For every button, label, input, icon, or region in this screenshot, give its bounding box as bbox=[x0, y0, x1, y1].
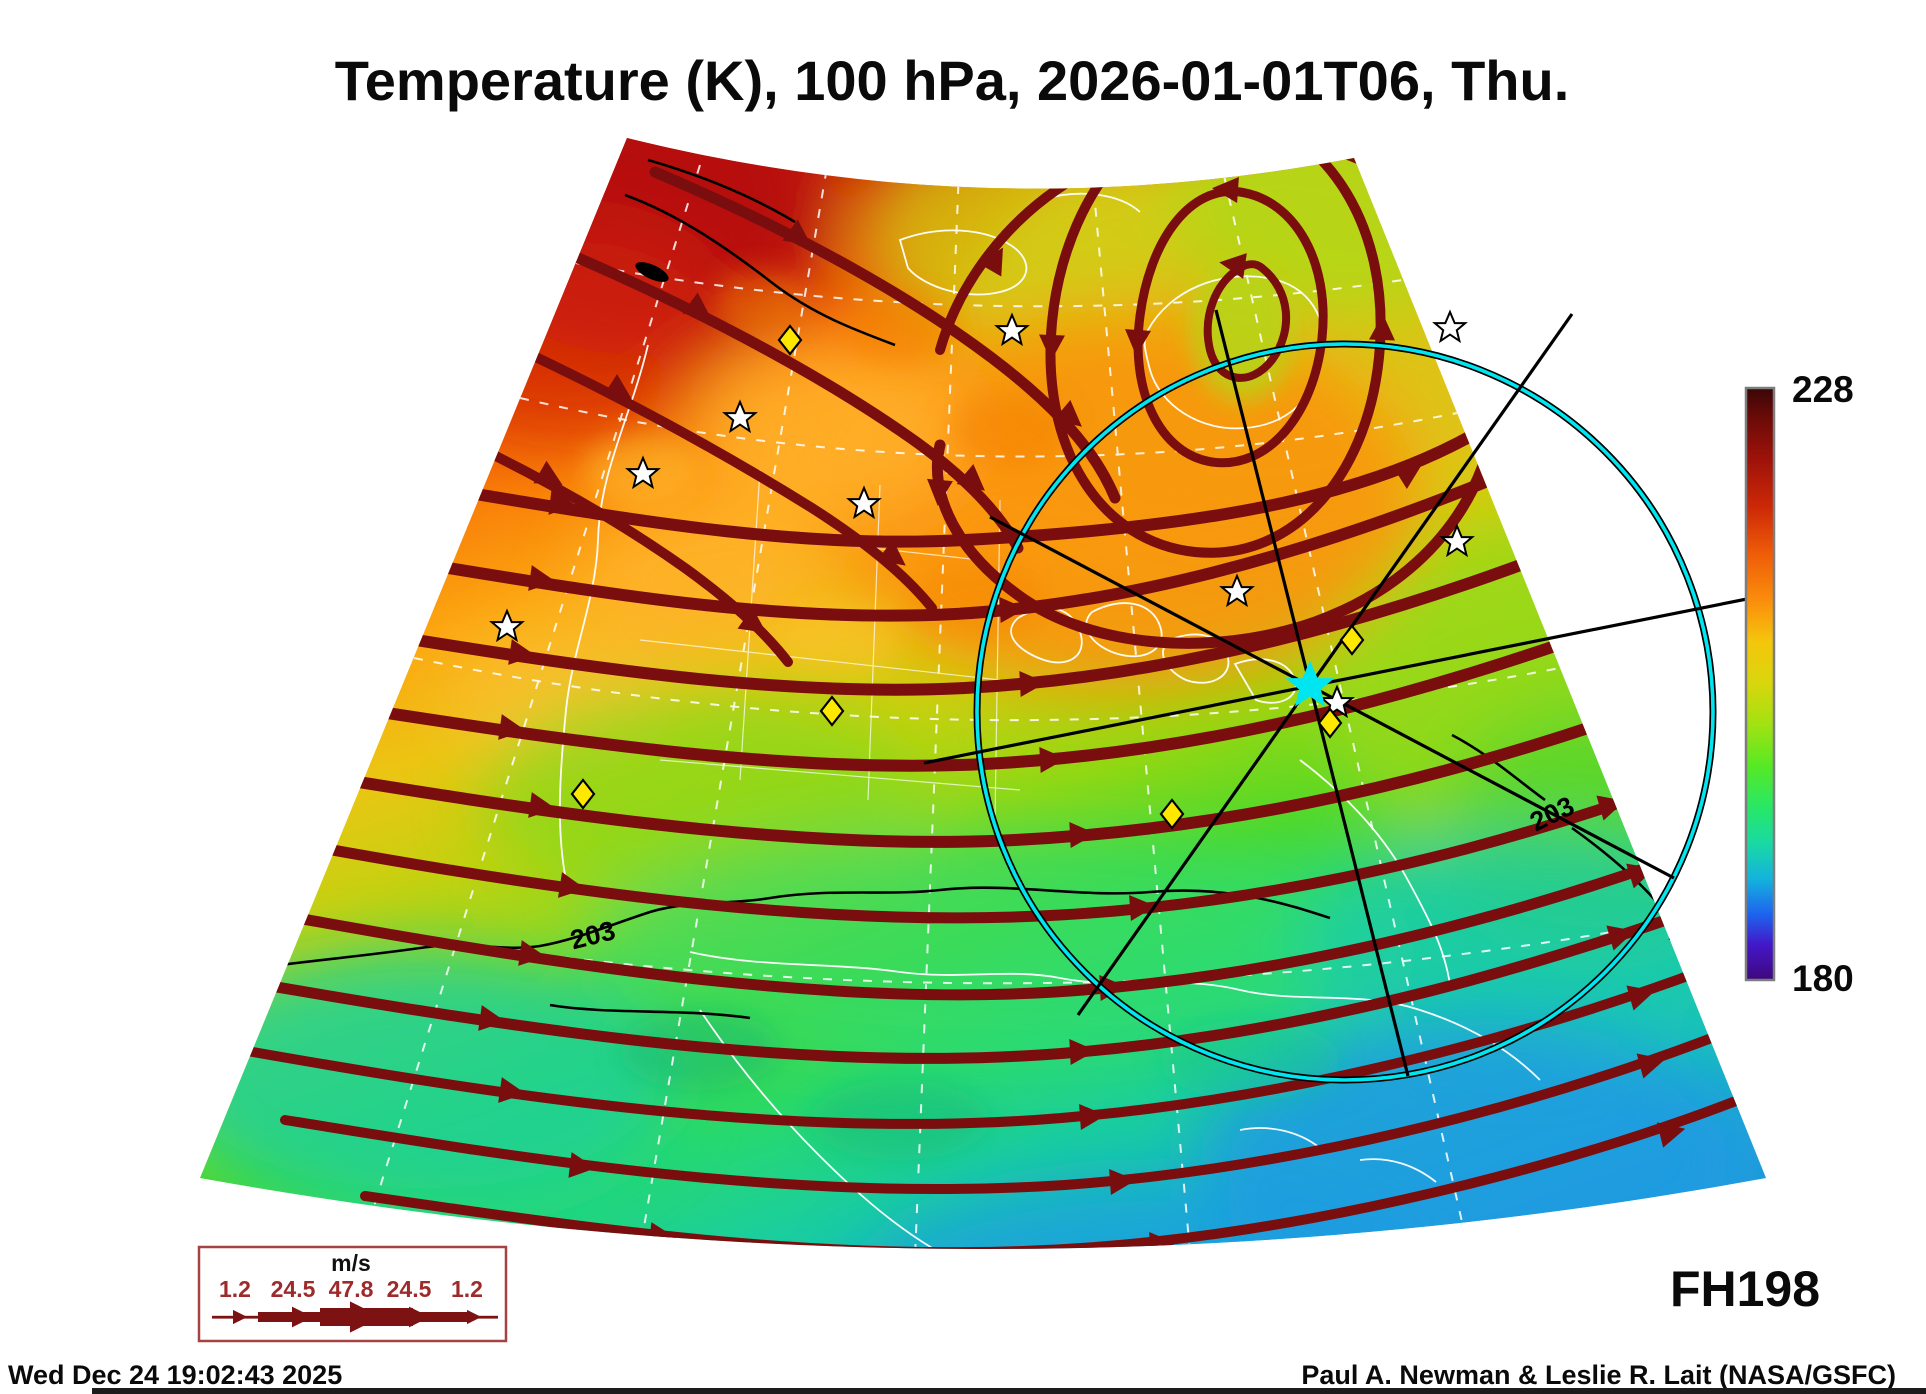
legend-arrow-glyph bbox=[212, 1301, 498, 1333]
legend-value-4: 24.5 bbox=[387, 1276, 432, 1302]
legend-value-1: 1.2 bbox=[219, 1276, 251, 1302]
wind-speed-legend: m/s 1.2 24.5 47.8 24.5 1.2 bbox=[197, 1245, 508, 1343]
legend-units-label: m/s bbox=[331, 1250, 371, 1276]
colorbar-min-label: 180 bbox=[1792, 958, 1854, 999]
contour-blob bbox=[635, 262, 669, 282]
observation-star bbox=[1433, 311, 1467, 342]
map-wedge: 203 203 bbox=[200, 138, 1766, 1249]
forecast-hour-label: FH198 bbox=[1670, 1261, 1820, 1317]
legend-value-5: 1.2 bbox=[451, 1276, 483, 1302]
credit-text: Paul A. Newman & Leslie R. Lait (NASA/GS… bbox=[1301, 1360, 1896, 1390]
bottom-rule bbox=[92, 1388, 1926, 1394]
legend-value-3: 47.8 bbox=[329, 1276, 374, 1302]
page-title: Temperature (K), 100 hPa, 2026-01-01T06,… bbox=[335, 49, 1570, 112]
colorbar-max-label: 228 bbox=[1792, 369, 1854, 410]
colorbar: 228 180 bbox=[1744, 369, 1854, 999]
timestamp-text: Wed Dec 24 19:02:43 2025 bbox=[8, 1360, 342, 1390]
range-circle bbox=[973, 340, 1717, 1084]
legend-value-2: 24.5 bbox=[271, 1276, 316, 1302]
